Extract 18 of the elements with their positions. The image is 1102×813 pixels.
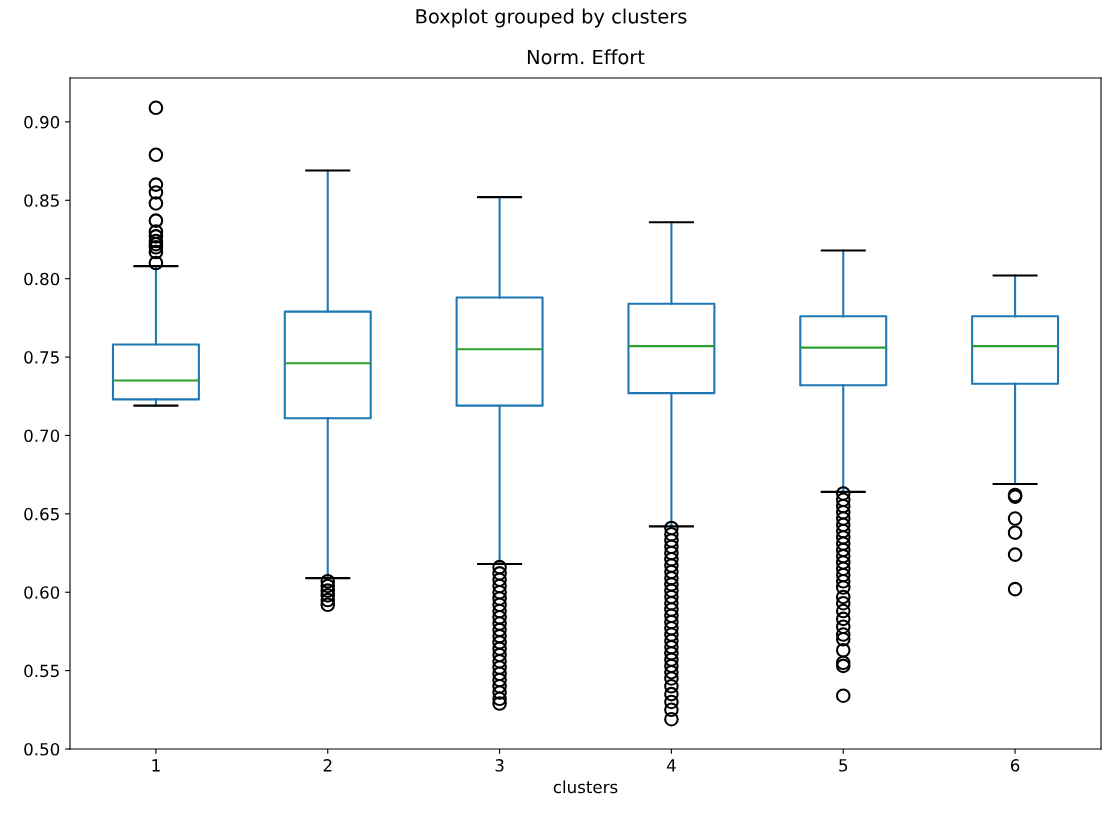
y-tick-label: 0.70: [24, 429, 60, 443]
y-tick-label: 0.85: [24, 194, 59, 207]
x-tick-label: 1: [152, 759, 160, 772]
x-tick-label: 5: [839, 759, 848, 772]
y-tick-label: 0.75: [24, 351, 59, 364]
x-tick-label: 6: [1010, 759, 1020, 772]
chart-subtitle: Norm. Effort: [527, 49, 645, 65]
y-tick-label: 0.60: [24, 586, 60, 599]
y-tick-label: 0.80: [24, 272, 60, 286]
y-tick-label: 0.90: [24, 115, 60, 129]
y-tick-label: 0.50: [24, 742, 60, 756]
y-tick-label: 0.65: [24, 507, 59, 521]
x-tick-label: 3: [495, 759, 504, 772]
chart-title: Boxplot grouped by clusters: [416, 8, 687, 28]
x-tick-label: 4: [666, 759, 676, 772]
x-axis-title: clusters: [553, 780, 618, 794]
x-tick-label: 2: [323, 759, 332, 772]
y-tick-label: 0.55: [24, 664, 59, 678]
